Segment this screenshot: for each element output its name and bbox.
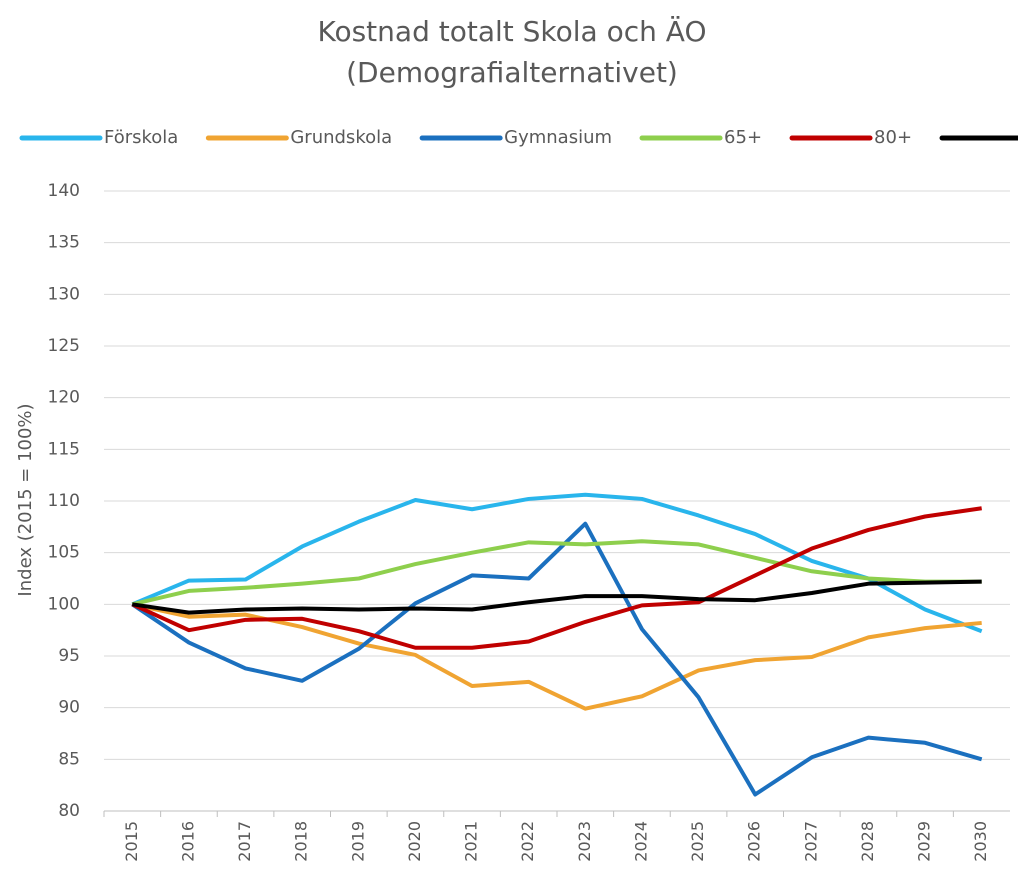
legend-label: Grundskola [290,127,392,148]
legend-label: Gymnasium [504,127,612,148]
y-tick-label: 95 [58,646,80,666]
series-line [131,539,982,607]
x-tick-label: 2020 [405,821,424,862]
x-tick-label: 2015 [122,821,141,862]
chart-title: Kostnad totalt Skola och ÄO [318,15,707,48]
y-tick-label: 110 [48,491,80,511]
x-tick-label: 2029 [915,821,934,862]
x-tick-label: 2018 [292,821,311,862]
x-tick-label: 2022 [518,821,537,862]
series-line [131,521,983,797]
x-tick-label: 2023 [575,821,594,862]
x-tick-label: 2024 [631,821,650,862]
y-tick-label: 105 [48,543,80,563]
series-line [131,492,983,634]
series-line [131,506,982,650]
chart-subtitle: (Demografialternativet) [346,56,678,89]
series-line [132,579,982,615]
y-tick-label: 130 [48,284,80,304]
legend-label: Förskola [104,127,178,148]
y-tick-label: 80 [58,801,80,821]
y-tick-label: 135 [48,233,80,253]
y-tick-label: 115 [48,439,80,459]
y-tick-label: 100 [48,594,80,614]
y-tick-label: 125 [48,336,80,356]
legend-label: 65+ [724,127,762,148]
y-axis-label: Index (2015 = 100%) [15,403,36,596]
y-tick-label: 140 [48,181,80,201]
x-tick-label: 2027 [801,821,820,862]
x-tick-label: 2025 [688,821,707,862]
x-tick-label: 2017 [235,821,254,862]
x-tick-label: 2026 [745,821,764,862]
y-tick-label: 85 [58,749,80,769]
x-tick-label: 2028 [858,821,877,862]
x-tick-label: 2016 [178,821,197,862]
x-tick-label: 2021 [462,821,481,862]
y-tick-label: 90 [58,698,80,718]
x-tick-label: 2019 [348,821,367,862]
y-tick-label: 120 [48,388,80,408]
legend-label: 80+ [874,127,912,148]
x-tick-label: 2030 [971,821,990,862]
